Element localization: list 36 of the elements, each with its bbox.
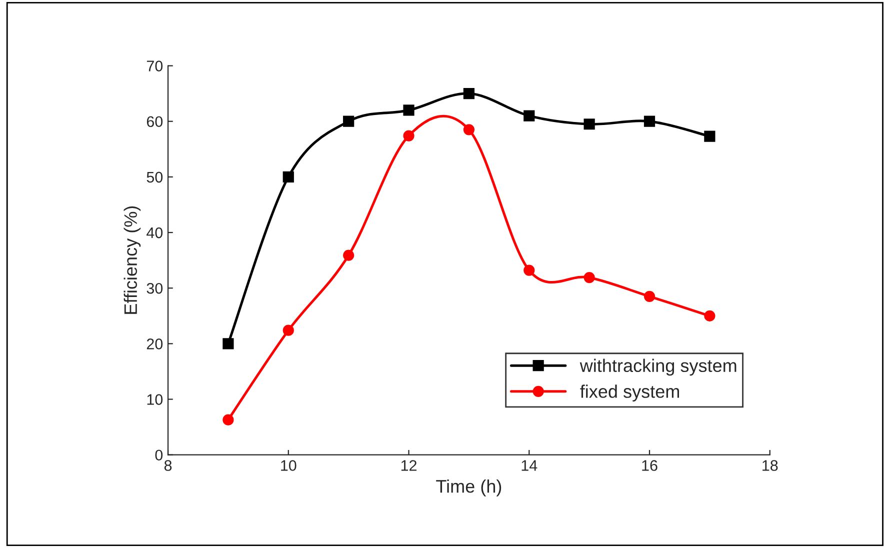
point	[282, 324, 294, 336]
legend-label: fixed system	[580, 384, 679, 402]
point	[463, 124, 475, 136]
point	[463, 88, 475, 100]
point	[343, 250, 354, 261]
point	[704, 310, 716, 322]
point	[524, 264, 535, 276]
y-tick-label: 10	[147, 394, 163, 405]
x-tick-label: 8	[164, 460, 172, 471]
y-tick-label: 70	[146, 60, 163, 72]
point	[403, 130, 414, 142]
point	[222, 338, 234, 350]
legend-label: withtracking system	[580, 358, 736, 376]
x-tick-label: 18	[762, 460, 778, 471]
point	[403, 104, 414, 116]
y-tick-label: 40	[146, 227, 163, 238]
x-tick-label: 14	[522, 460, 538, 471]
point	[282, 171, 294, 182]
y-tick-label: 60	[146, 116, 163, 128]
point	[222, 414, 234, 426]
y-tick-label: 30	[146, 282, 163, 294]
y-tick-label: 0	[155, 450, 163, 461]
y-tick-label: 50	[146, 172, 163, 183]
point	[584, 118, 595, 130]
y-axis-title: Efficiency (%)	[124, 206, 141, 314]
point	[644, 290, 656, 302]
x-tick-label: 10	[281, 460, 296, 471]
y-tick-label: 20	[146, 338, 163, 350]
point	[704, 130, 716, 142]
x-axis-title: Time (h)	[436, 480, 502, 496]
point	[584, 272, 595, 284]
point	[524, 110, 535, 122]
point	[343, 116, 354, 127]
x-tick-label: 16	[642, 460, 658, 471]
x-tick-label: 12	[401, 460, 416, 471]
point	[644, 116, 656, 127]
